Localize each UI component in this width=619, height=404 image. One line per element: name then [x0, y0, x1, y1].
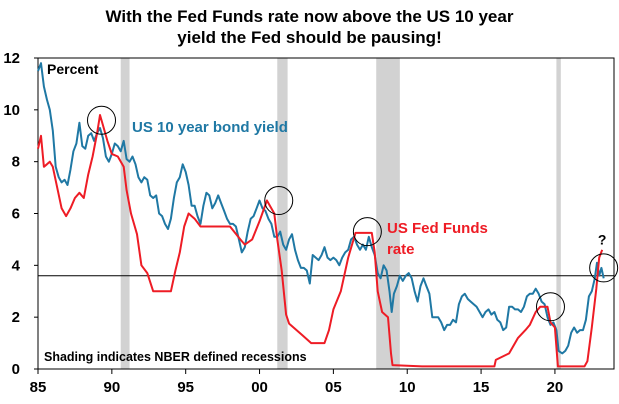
x-tick-label-00: 00: [251, 379, 268, 396]
y-tick-label-12: 12: [3, 50, 20, 67]
series-label-fed-funds-line-1: US Fed Funds: [387, 220, 488, 237]
series-lines: [37, 62, 605, 368]
series-line-fed-funds: [37, 114, 604, 368]
y-tick-label-8: 8: [12, 154, 20, 171]
annotations: Percent US 10 year bond yield US Fed Fun…: [44, 61, 606, 364]
x-tick-label-10: 10: [399, 379, 416, 396]
x-tick-label-15: 15: [473, 379, 490, 396]
highlight-circle-1: [264, 186, 294, 216]
highlight-circle-0: [87, 105, 117, 135]
y-tick-label-10: 10: [3, 102, 20, 119]
y-tick-label-6: 6: [12, 206, 20, 223]
question-mark-annotation: ?: [598, 231, 607, 247]
highlight-circle-2: [352, 217, 382, 247]
recession-band-3: [556, 58, 561, 369]
x-tick-label-05: 05: [325, 379, 342, 396]
recession-bands: [120, 58, 561, 369]
y-axis-unit-label: Percent: [47, 61, 99, 77]
x-tick-label-95: 95: [177, 379, 194, 396]
recession-footnote: Shading indicates NBER defined recession…: [44, 350, 307, 364]
y-tick-label-4: 4: [12, 257, 21, 274]
chart-title-line-2: yield the Fed should be pausing!: [177, 28, 442, 47]
axes: 0 2 4 6 8 10 12 85 90 95 00 05 10 15 20: [3, 50, 615, 396]
series-label-bond-yield: US 10 year bond yield: [132, 119, 288, 136]
x-tick-label-20: 20: [547, 379, 564, 396]
x-tick-label-90: 90: [104, 379, 121, 396]
series-line-bond-yield: [37, 62, 605, 355]
chart-title-line-1: With the Fed Funds rate now above the US…: [105, 7, 514, 26]
y-tick-label-0: 0: [12, 361, 20, 378]
series-label-fed-funds-line-2: rate: [387, 241, 415, 258]
highlight-circle-3: [535, 292, 565, 322]
chart-title: With the Fed Funds rate now above the US…: [0, 6, 619, 48]
highlight-circle-4: [589, 253, 619, 283]
highlight-circles: [87, 105, 619, 322]
recession-band-1: [277, 58, 288, 369]
y-tick-label-2: 2: [12, 309, 20, 326]
recession-band-0: [120, 58, 130, 369]
x-tick-label-85: 85: [30, 379, 47, 396]
